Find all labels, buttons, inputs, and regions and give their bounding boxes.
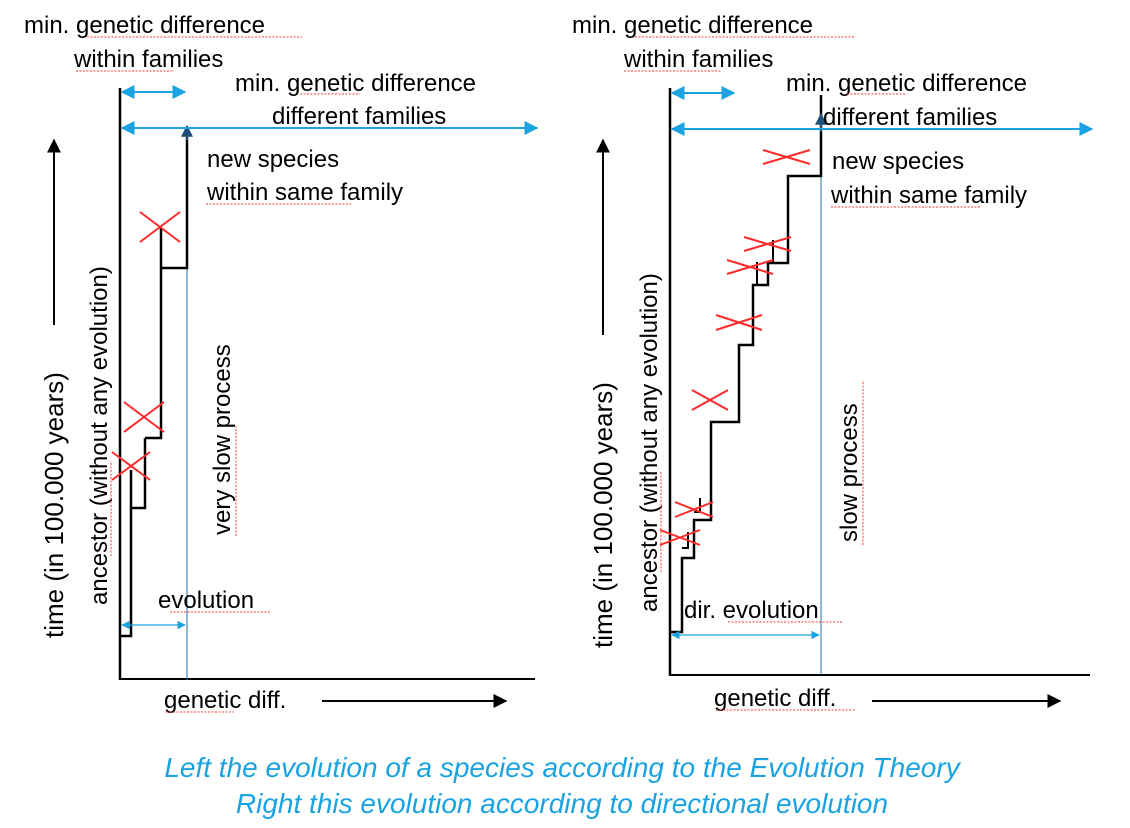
right-new-species-label-1: new species	[832, 148, 964, 175]
right-min-within-label-2: within families	[623, 46, 773, 73]
left-ancestor-label: ancestor (without any evolution)	[86, 266, 113, 605]
right-process-label: slow process	[836, 403, 863, 542]
left-new-species-label-2: within same family	[206, 179, 403, 206]
right-extinction-cross-6	[743, 236, 792, 252]
left-x-axis-label: genetic diff.	[164, 687, 286, 714]
right-panel: min. genetic difference within families …	[572, 12, 1094, 712]
right-new-species-label-2: within same family	[830, 182, 1027, 209]
left-min-different-label-2: different families	[272, 103, 446, 130]
left-y-axis-label: time (in 100.000 years)	[39, 372, 69, 638]
caption-line-2: Right this evolution according to direct…	[236, 788, 888, 819]
left-process-label: very slow process	[209, 344, 236, 535]
right-extinction-cross-4	[715, 314, 763, 331]
left-extinction-cross-3	[139, 211, 181, 243]
left-extinction-cross-2	[123, 401, 165, 433]
left-min-within-label-2: within families	[73, 46, 223, 73]
left-extinction-cross-1	[111, 451, 151, 481]
left-evolution-label: evolution	[158, 587, 254, 614]
right-min-within-label-1: min. genetic difference	[572, 12, 813, 39]
right-min-different-label-2: different families	[823, 104, 997, 131]
right-y-axis-label: time (in 100.000 years)	[588, 382, 618, 648]
right-min-different-label-1: min. genetic difference	[786, 70, 1027, 97]
right-extinction-cross-7	[762, 149, 811, 165]
caption-line-1: Left the evolution of a species accordin…	[164, 752, 961, 783]
right-extinction-cross-1	[659, 529, 701, 546]
left-new-species-label-1: new species	[207, 146, 339, 173]
right-extinction-cross-5	[726, 259, 774, 275]
left-panel: min. genetic difference within families …	[24, 12, 539, 714]
right-ancestor-label: ancestor (without any evolution)	[636, 273, 663, 612]
right-extinction-cross-2	[674, 501, 714, 518]
right-extinction-cross-3	[691, 389, 729, 411]
right-evolution-label: dir. evolution	[684, 597, 819, 624]
right-x-axis-label: genetic diff.	[714, 685, 836, 712]
left-min-different-label-1: min. genetic difference	[235, 70, 476, 97]
right-lineage-path	[670, 95, 823, 634]
left-lineage-path	[120, 128, 189, 638]
left-min-within-label-1: min. genetic difference	[24, 12, 265, 39]
